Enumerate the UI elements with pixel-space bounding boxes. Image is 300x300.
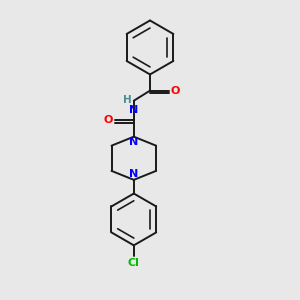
Text: N: N [129, 105, 138, 116]
Text: O: O [171, 85, 180, 96]
Text: O: O [103, 116, 113, 125]
Text: Cl: Cl [128, 258, 140, 268]
Text: H: H [122, 95, 131, 105]
Text: N: N [129, 169, 138, 179]
Text: N: N [129, 137, 138, 147]
